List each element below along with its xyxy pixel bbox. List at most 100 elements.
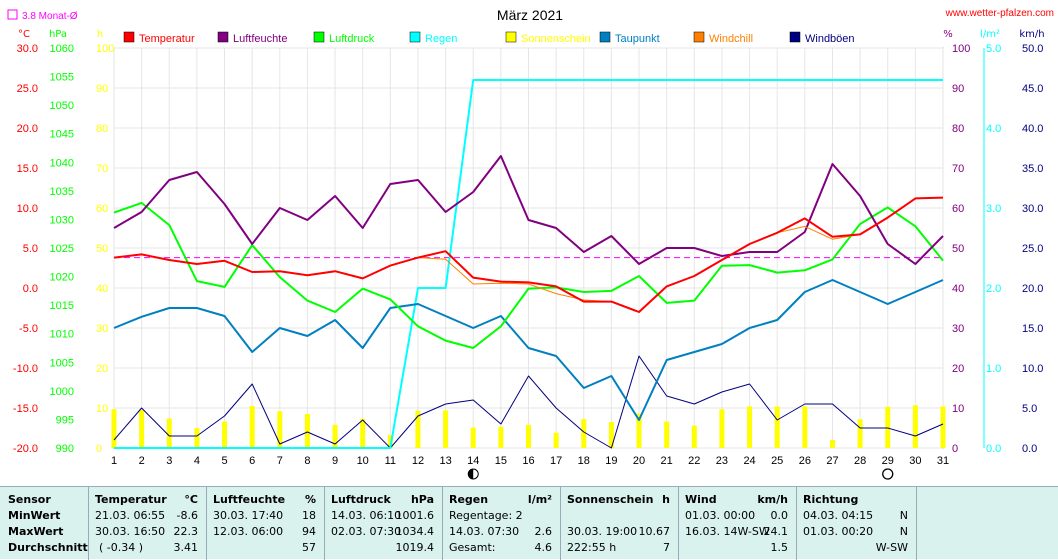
axis-unit-pressure: hPa [49, 29, 67, 40]
site-link[interactable]: www.wetter-pfalzen.com [945, 8, 1054, 19]
tick-label-pressure: 1020 [50, 272, 74, 284]
legend-swatch [789, 31, 801, 43]
tick-label-wind: 40.0 [1022, 123, 1043, 135]
stats-sonnenschein-total: 222:55 h [567, 541, 617, 554]
tick-label-day: 21 [661, 455, 673, 467]
tick-label-temp: -5.0 [19, 323, 38, 335]
weather-chart: März 2021 www.wetter-pfalzen.com 3.8 Mon… [7, 7, 1054, 480]
tick-label-temp: 0.0 [23, 283, 38, 295]
series-line-windböen [113, 355, 944, 449]
sunshine-bar [222, 421, 228, 448]
stats-wind-avg-value: 1.5 [770, 541, 789, 554]
plot-grid [113, 47, 944, 449]
sunshine-bar [553, 432, 559, 448]
tick-label-sun: 80 [96, 123, 108, 135]
sunshine-bar [443, 410, 449, 448]
sunshine-bar [747, 406, 753, 448]
tick-label-pressure: 1060 [50, 43, 74, 55]
stats-regen-total-value: 4.6 [534, 541, 553, 554]
tick-label-humidity: 100 [952, 43, 970, 55]
stats-temperatur-avg-value: 3.41 [173, 541, 199, 554]
tick-label-pressure: 990 [56, 443, 74, 455]
stats-unit-wind: km/h [757, 493, 788, 506]
stats-temperatur-min-time: 21.03. 06:55 [95, 509, 166, 522]
sunshine-bar [774, 406, 780, 448]
tick-label-temp: -20.0 [13, 443, 38, 455]
sunshine-bar [636, 413, 642, 448]
axis-unit-temp: °C [18, 29, 30, 40]
stats-luftfeuchte-max-time: 12.03. 06:00 [213, 525, 284, 538]
tick-label-pressure: 1030 [50, 214, 74, 226]
stats-row-label-avg: Durchschnitt [8, 541, 88, 554]
sunshine-bar [139, 410, 145, 448]
series-line-luftfeuchte [113, 155, 944, 265]
sunshine-bar [608, 422, 614, 448]
stats-header-sensor: Sensor [8, 493, 51, 506]
tick-label-day: 10 [357, 455, 369, 467]
stats-row-label-max: MaxWert [8, 525, 64, 538]
tick-label-pressure: 1050 [50, 100, 74, 112]
tick-label-day: 19 [605, 455, 617, 467]
mean-marker-icon [7, 9, 18, 20]
tick-label-day: 14 [467, 455, 479, 467]
tick-label-pressure: 1005 [50, 357, 74, 369]
tick-label-humidity: 90 [952, 83, 964, 95]
axis-unit-humidity: % [943, 29, 953, 40]
stats-richtung-min-value: N [899, 509, 908, 522]
stats-temperatur-min-value: -8.6 [176, 509, 198, 522]
legend-label: Windchill [709, 33, 753, 45]
sunshine-bar [664, 421, 670, 448]
full-moon-icon [882, 468, 894, 480]
stats-luftdruck-max-time: 02.03. 07:30 [331, 525, 402, 538]
tick-label-humidity: 20 [952, 363, 964, 375]
tick-label-pressure: 995 [56, 414, 74, 426]
sunshine-bars [111, 405, 946, 448]
stats-header-richtung: Richtung [803, 493, 859, 506]
tick-label-day: 8 [304, 455, 310, 467]
sunshine-bar [415, 410, 421, 448]
stats-wind-max-time: 16.03. 14W-SW [685, 525, 770, 538]
tick-label-day: 28 [854, 455, 866, 467]
stats-richtung-max-value: N [899, 525, 908, 538]
sunshine-bar [470, 427, 476, 448]
tick-label-day: 30 [909, 455, 921, 467]
legend-swatch [693, 31, 705, 43]
sunshine-bar [194, 428, 200, 448]
stats-col-empty [916, 487, 1058, 560]
tick-label-sun: 70 [96, 163, 108, 175]
tick-label-humidity: 50 [952, 243, 964, 255]
tick-label-humidity: 70 [952, 163, 964, 175]
tick-label-wind: 50.0 [1022, 43, 1043, 55]
tick-label-pressure: 1025 [50, 243, 74, 255]
tick-label-day: 17 [550, 455, 562, 467]
sunshine-bar [277, 411, 283, 448]
tick-label-wind: 15.0 [1022, 323, 1043, 335]
tick-label-sun: 60 [96, 203, 108, 215]
axes: -20.0-15.0-10.0-5.00.05.010.015.020.025.… [13, 43, 1044, 467]
stats-col-sensor: Sensor MinWert MaxWert Durchschnitt [0, 487, 88, 560]
tick-label-sun: 20 [96, 363, 108, 375]
tick-label-wind: 0.0 [1022, 443, 1037, 455]
tick-label-day: 7 [277, 455, 283, 467]
tick-label-sun: 0 [96, 443, 102, 455]
tick-label-temp: 15.0 [17, 163, 38, 175]
tick-label-day: 20 [633, 455, 645, 467]
sunshine-bar [166, 418, 172, 448]
tick-label-temp: 10.0 [17, 203, 38, 215]
tick-label-day: 26 [799, 455, 811, 467]
chart-title: März 2021 [497, 7, 563, 23]
stats-temperatur-max-time: 30.03. 16:50 [95, 525, 166, 538]
series-line-luftdruck [113, 201, 944, 349]
stats-unit-luftdruck: hPa [410, 493, 434, 506]
tick-label-day: 6 [249, 455, 255, 467]
legend-label: Luftdruck [329, 33, 375, 45]
stats-col-temperatur: Temperatur °C 21.03. 06:55 -8.6 30.03. 1… [88, 487, 206, 560]
stats-col-luftfeuchte: Luftfeuchte % 30.03. 17:40 18 12.03. 06:… [206, 487, 324, 560]
tick-label-sun: 30 [96, 323, 108, 335]
tick-label-humidity: 10 [952, 403, 964, 415]
tick-label-day: 3 [166, 455, 172, 467]
tick-label-day: 18 [578, 455, 590, 467]
tick-label-pressure: 1015 [50, 300, 74, 312]
tick-label-wind: 5.0 [1022, 403, 1037, 415]
tick-label-day: 29 [882, 455, 894, 467]
